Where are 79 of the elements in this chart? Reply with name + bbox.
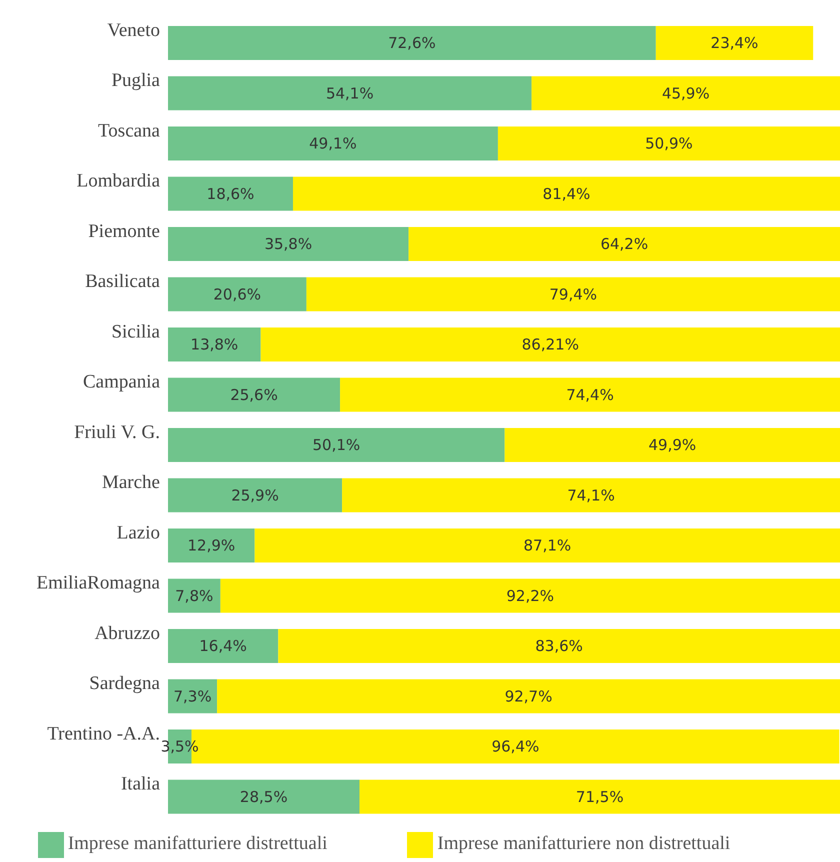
data-label: 16,4%: [199, 637, 247, 655]
bar: [260, 328, 840, 362]
data-label: 81,4%: [542, 184, 590, 203]
y-tick-label: Marche: [102, 472, 160, 494]
y-tick-label: EmiliaRomagna: [36, 572, 161, 594]
bar: [504, 428, 840, 462]
data-label: 72,6%: [388, 34, 436, 52]
bar: [656, 26, 814, 60]
data-label: 64,2%: [600, 235, 648, 253]
bar: [306, 277, 840, 312]
bar: [360, 780, 840, 814]
bar: [217, 679, 840, 714]
bar: [340, 378, 840, 412]
data-label: 45,9%: [662, 84, 710, 102]
y-tick-label: Friuli V. G.: [74, 422, 160, 443]
y-tick-label: Basilicata: [85, 271, 161, 292]
data-label: 74,4%: [566, 386, 614, 404]
data-label: 50,1%: [312, 436, 360, 454]
legend-label: Imprese manifatturiere distrettuali: [68, 833, 328, 854]
bar: [168, 176, 293, 211]
data-label: 25,9%: [231, 486, 279, 504]
y-tick-label: Lombardia: [76, 170, 161, 192]
data-label: 71,5%: [576, 788, 624, 806]
data-label: 87,1%: [524, 536, 572, 554]
y-tick-label: Lazio: [116, 522, 160, 544]
bar: [168, 328, 261, 362]
data-label: 79,4%: [549, 285, 598, 304]
data-label: 7,3%: [173, 687, 212, 706]
bar: [168, 227, 409, 261]
data-label: 92,7%: [504, 687, 552, 706]
data-label: 74,1%: [567, 486, 615, 504]
y-tick-label: Sardegna: [89, 673, 161, 694]
data-label: 7,8%: [175, 586, 214, 605]
y-tick-label: Piemonte: [88, 220, 160, 242]
y-tick-label: Veneto: [107, 20, 160, 41]
y-tick-label: Puglia: [111, 70, 161, 92]
data-label: 92,2%: [506, 586, 554, 605]
data-label: 18,6%: [206, 184, 254, 203]
bar: [342, 478, 840, 512]
y-tick-label: Toscana: [98, 120, 161, 142]
bar: [532, 76, 840, 110]
bar: [168, 528, 255, 562]
bar: [168, 578, 220, 613]
data-label: 25,6%: [230, 386, 278, 404]
bar: [168, 679, 218, 714]
bar: [254, 528, 840, 562]
data-label: 50,9%: [645, 134, 693, 152]
data-label: 12,9%: [188, 536, 236, 554]
bar: [168, 76, 532, 110]
data-label: 49,9%: [648, 436, 696, 454]
data-label: 86,21%: [522, 336, 579, 354]
data-label: 35,8%: [264, 235, 312, 253]
y-tick-label: Sicilia: [111, 321, 161, 342]
bar: [168, 478, 342, 512]
legend-label: Imprese manifatturiere non distrettuali: [437, 833, 730, 854]
bar: [168, 26, 656, 60]
y-tick-label: Trentino -A.A.: [47, 723, 160, 744]
data-label: 96,4%: [492, 738, 540, 756]
y-tick-label: Abruzzo: [94, 622, 160, 644]
data-label: 23,4%: [710, 34, 758, 52]
bar: [168, 780, 360, 814]
bar: [168, 629, 278, 663]
data-label: 54,1%: [326, 84, 374, 102]
bar: [168, 126, 498, 160]
data-label: 49,1%: [309, 134, 357, 152]
bar: [168, 428, 505, 462]
data-label: 83,6%: [535, 637, 583, 655]
bar: [220, 578, 840, 613]
data-label: 20,6%: [213, 285, 262, 304]
bar: [278, 629, 840, 663]
bar: [292, 176, 840, 211]
y-tick-label: Italia: [120, 774, 161, 795]
bar: [168, 277, 306, 312]
data-label: 13,8%: [190, 336, 238, 354]
bar: [168, 378, 340, 412]
bar: [498, 126, 840, 160]
y-tick-label: Campania: [82, 372, 161, 393]
data-label: 28,5%: [240, 788, 288, 806]
bar: [408, 227, 840, 261]
